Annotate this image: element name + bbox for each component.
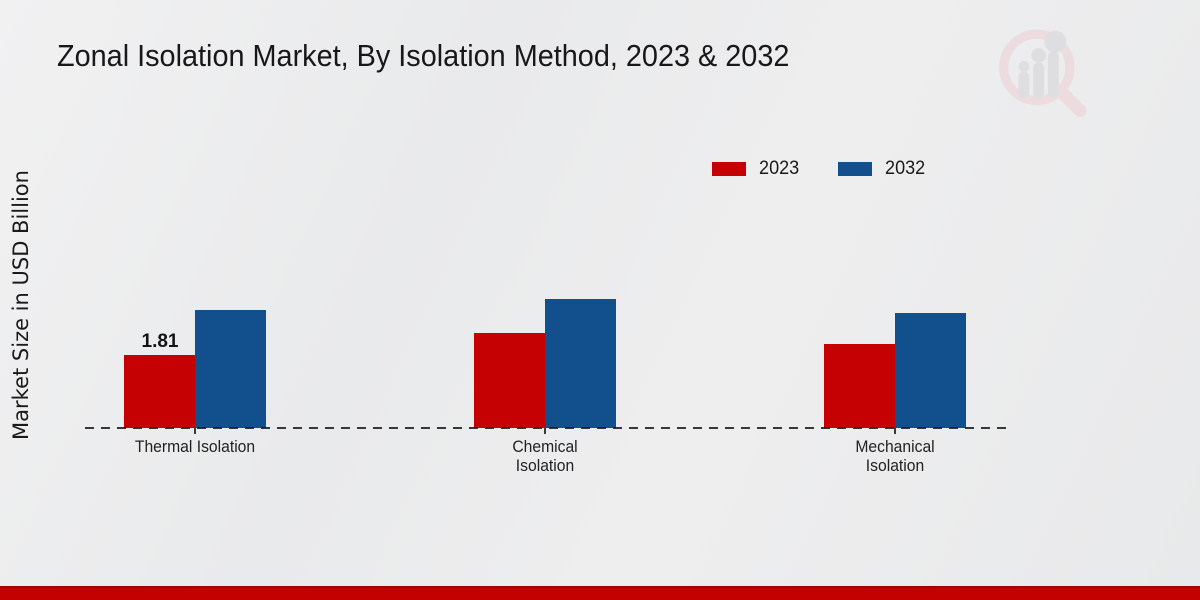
legend-label-2032: 2032 xyxy=(885,158,926,179)
category-label-chemical-isolation: Chemical Isolation xyxy=(512,438,578,475)
legend-swatch-2032 xyxy=(838,162,873,176)
x-axis-tick xyxy=(194,428,196,434)
legend-label-2023: 2023 xyxy=(759,158,800,179)
bar-2023-chemical-isolation xyxy=(474,333,545,428)
category-label-thermal-isolation: Thermal Isolation xyxy=(134,438,256,456)
legend-swatch-2023 xyxy=(712,162,746,176)
bar-2023-thermal-isolation xyxy=(124,355,195,428)
footer-accent-bar xyxy=(0,586,1200,600)
x-axis-tick xyxy=(894,428,896,434)
bar-2032-chemical-isolation xyxy=(545,299,616,428)
chart-title: Zonal Isolation Market, By Isolation Met… xyxy=(57,38,790,73)
x-axis-baseline xyxy=(85,427,1007,429)
bar-value-label: 1.81 xyxy=(141,331,179,352)
x-axis-tick xyxy=(544,428,546,434)
plot-area: Thermal Isolation Chemical Isolation Mecha… xyxy=(85,270,1007,475)
legend-item-2032: 2032 xyxy=(838,158,926,180)
legend-item-2023: 2023 xyxy=(712,158,800,180)
bar-2032-mechanical-isolation xyxy=(895,313,966,428)
magnifier-growth-chart-logo xyxy=(999,29,1087,118)
bar-2032-thermal-isolation xyxy=(195,310,266,428)
bar-2023-mechanical-isolation xyxy=(824,344,895,428)
y-axis-label: Market Size in USD Billion xyxy=(9,170,33,440)
legend: 2023 2032 xyxy=(712,158,927,180)
category-label-mechanical-isolation: Mechanical Isolation xyxy=(855,438,935,475)
